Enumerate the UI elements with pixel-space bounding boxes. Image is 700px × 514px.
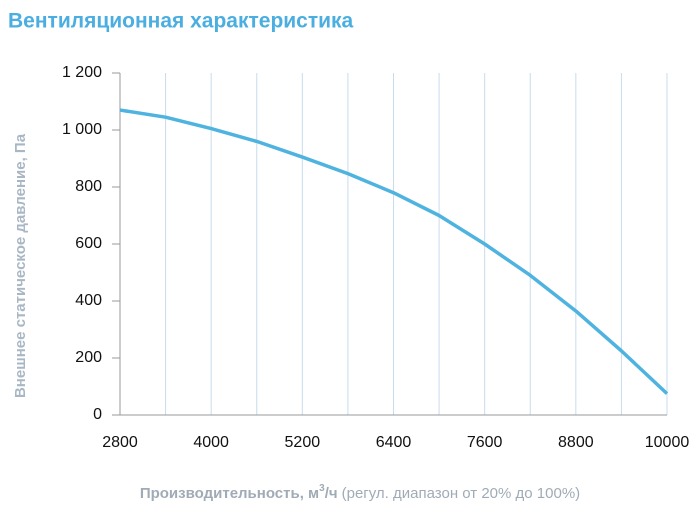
x-label-unit: /ч <box>325 485 338 502</box>
x-tick-label: 8800 <box>558 434 594 451</box>
x-tick-label: 6400 <box>376 434 412 451</box>
x-tick-label: 4000 <box>193 434 229 451</box>
y-tick-label: 1 200 <box>62 64 102 81</box>
y-tick-label: 200 <box>75 349 102 366</box>
x-label-note: (регул. диапазон от 20% до 100%) <box>342 485 581 502</box>
y-tick-label: 400 <box>75 292 102 309</box>
x-axis-label: Производительность, м3/ч (регул. диапазон… <box>140 483 580 502</box>
x-label-sup: 3 <box>319 483 325 494</box>
x-tick-label: 7600 <box>467 434 503 451</box>
chart-title: Вентиляционная характеристика <box>8 10 354 33</box>
x-tick-label: 5200 <box>285 434 321 451</box>
y-tick-label: 800 <box>75 178 102 195</box>
y-axis-label: Внешнее статическое давление, Па <box>12 133 29 398</box>
data-line <box>119 108 669 395</box>
x-label-main: Производительность, м <box>140 485 319 502</box>
y-tick-label: 600 <box>75 235 102 252</box>
y-tick-label: 0 <box>93 406 102 423</box>
x-tick-label: 2800 <box>102 434 138 451</box>
y-tick-label: 1 000 <box>62 121 102 138</box>
x-tick-label: 10000 <box>645 434 690 451</box>
